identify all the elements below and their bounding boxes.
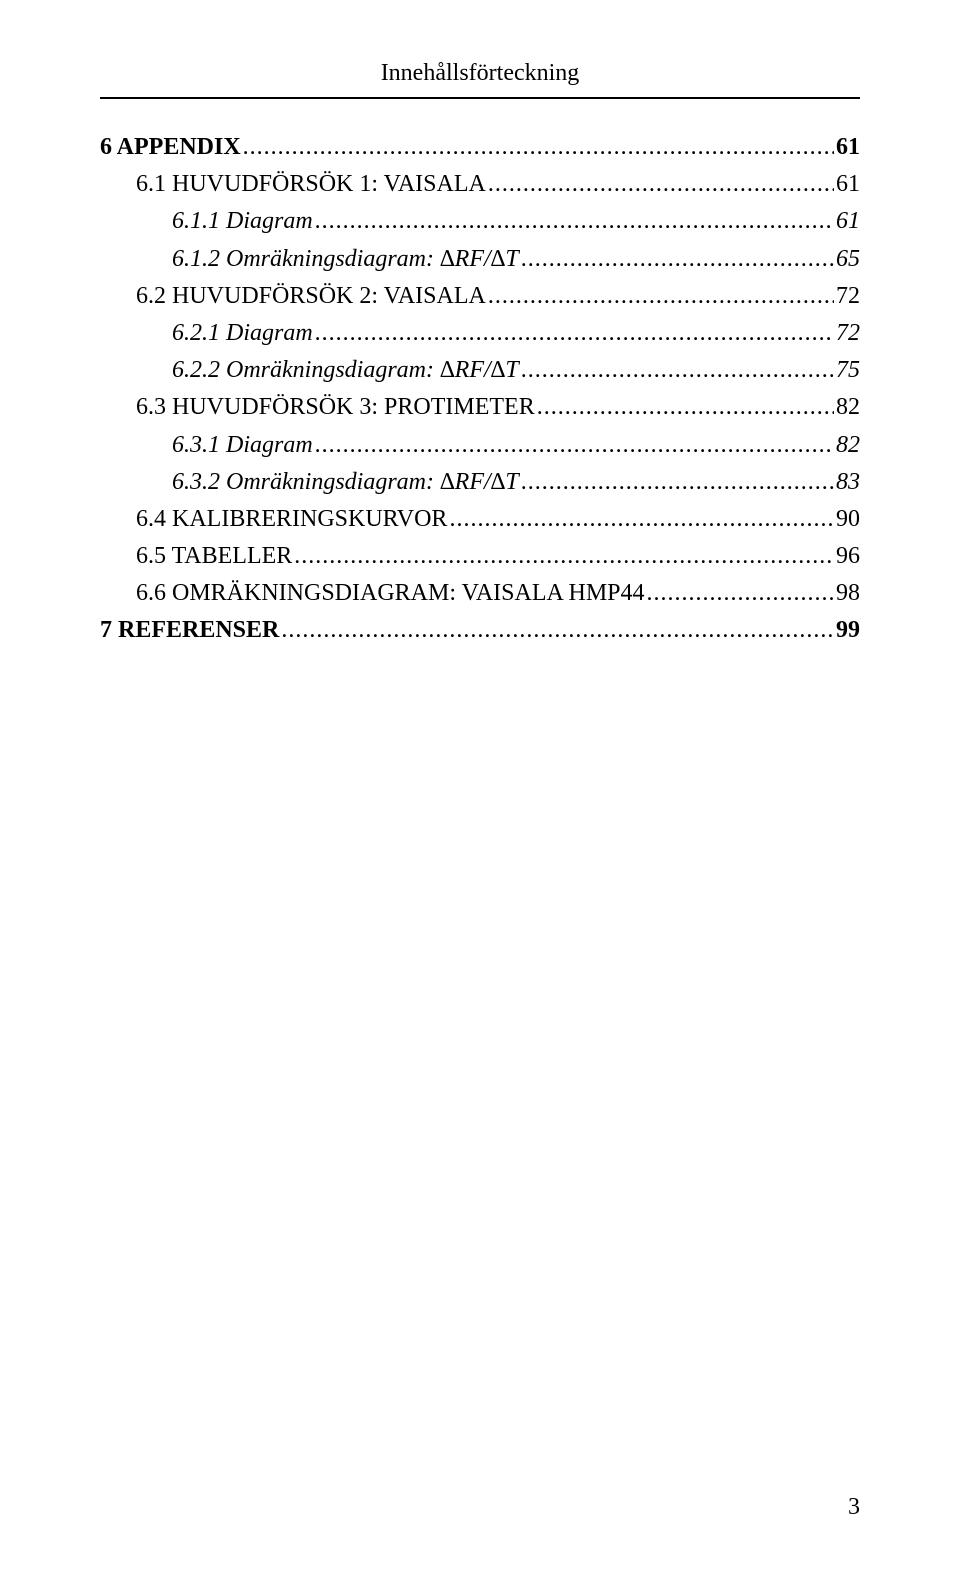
toc-entry-page: 96 bbox=[836, 538, 860, 575]
toc-entry-page: 72 bbox=[836, 315, 860, 352]
toc-entry: 6.1.2 Omräkningsdiagram: ∆RF/∆T 65 bbox=[100, 241, 860, 278]
toc-leader-dots bbox=[315, 315, 834, 352]
toc-entry-label: 6.3 HUVUDFÖRSÖK 3: PROTIMETER bbox=[136, 389, 535, 426]
toc-entry-page: 82 bbox=[836, 427, 860, 464]
toc-entry-label: 6.3.1 Diagram bbox=[172, 427, 313, 464]
toc-entry-page: 61 bbox=[836, 129, 860, 166]
toc-entry-label: 6.4 KALIBRERINGSKURVOR bbox=[136, 501, 447, 538]
toc-entry: 6.3 HUVUDFÖRSÖK 3: PROTIMETER 82 bbox=[100, 389, 860, 426]
toc-entry-label: 6.3.2 Omräkningsdiagram: ∆RF/∆T bbox=[172, 464, 519, 501]
toc-entry-page: 99 bbox=[836, 612, 860, 649]
toc-entry-label: 7 REFERENSER bbox=[100, 612, 279, 649]
toc-entry: 6.3.1 Diagram 82 bbox=[100, 427, 860, 464]
toc-entry: 6.1 HUVUDFÖRSÖK 1: VAISALA 61 bbox=[100, 166, 860, 203]
toc-leader-dots bbox=[521, 241, 834, 278]
toc-entry-page: 65 bbox=[836, 241, 860, 278]
page-number: 3 bbox=[848, 1494, 860, 1521]
toc-leader-dots bbox=[315, 427, 834, 464]
document-page: Innehållsförteckning 6 APPENDIX616.1 HUV… bbox=[0, 0, 960, 650]
toc-entry-label: 6.2.1 Diagram bbox=[172, 315, 313, 352]
toc-entry: 6.2.1 Diagram 72 bbox=[100, 315, 860, 352]
toc-entry-page: 82 bbox=[836, 389, 860, 426]
toc-entry: 6.2 HUVUDFÖRSÖK 2: VAISALA 72 bbox=[100, 278, 860, 315]
toc-leader-dots bbox=[537, 389, 834, 426]
toc-leader-dots bbox=[315, 203, 834, 240]
toc-entry-label: 6.2.2 Omräkningsdiagram: ∆RF/∆T bbox=[172, 352, 519, 389]
toc-entry-label: 6 APPENDIX bbox=[100, 129, 241, 166]
table-of-contents: 6 APPENDIX 61 6.1 HUVUDFÖRSÖK 1: VAISALA 61… bbox=[100, 129, 860, 650]
toc-entry-page: 72 bbox=[836, 278, 860, 315]
toc-leader-dots bbox=[488, 278, 834, 315]
toc-leader-dots bbox=[521, 352, 834, 389]
toc-leader-dots bbox=[647, 575, 834, 612]
toc-entry: 6.2.2 Omräkningsdiagram: ∆RF/∆T 75 bbox=[100, 352, 860, 389]
toc-entry: 6.6 OMRÄKNINGSDIAGRAM: VAISALA HMP44 98 bbox=[100, 575, 860, 612]
toc-entry-label: 6.1 HUVUDFÖRSÖK 1: VAISALA bbox=[136, 166, 486, 203]
toc-entry-label: 6.5 TABELLER bbox=[136, 538, 292, 575]
toc-entry: 6.4 KALIBRERINGSKURVOR 90 bbox=[100, 501, 860, 538]
toc-entry-label: 6.6 OMRÄKNINGSDIAGRAM: VAISALA HMP44 bbox=[136, 575, 645, 612]
toc-entry-page: 98 bbox=[836, 575, 860, 612]
toc-leader-dots bbox=[449, 501, 834, 538]
page-header-title: Innehållsförteckning bbox=[100, 60, 860, 99]
toc-entry-label: 6.1.2 Omräkningsdiagram: ∆RF/∆T bbox=[172, 241, 519, 278]
toc-leader-dots bbox=[488, 166, 834, 203]
toc-leader-dots bbox=[521, 464, 834, 501]
toc-leader-dots bbox=[281, 612, 834, 649]
toc-entry-page: 61 bbox=[836, 166, 860, 203]
toc-leader-dots bbox=[294, 538, 834, 575]
toc-entry-page: 61 bbox=[836, 203, 860, 240]
toc-entry: 6.5 TABELLER 96 bbox=[100, 538, 860, 575]
toc-entry: 6.3.2 Omräkningsdiagram: ∆RF/∆T 83 bbox=[100, 464, 860, 501]
toc-entry-label: 6.2 HUVUDFÖRSÖK 2: VAISALA bbox=[136, 278, 486, 315]
toc-entry: 7 REFERENSER 99 bbox=[100, 612, 860, 649]
toc-entry: 6.1.1 Diagram 61 bbox=[100, 203, 860, 240]
toc-entry: 6 APPENDIX 61 bbox=[100, 129, 860, 166]
toc-entry-page: 75 bbox=[836, 352, 860, 389]
toc-entry-page: 90 bbox=[836, 501, 860, 538]
toc-leader-dots bbox=[243, 129, 834, 166]
toc-entry-page: 83 bbox=[836, 464, 860, 501]
toc-entry-label: 6.1.1 Diagram bbox=[172, 203, 313, 240]
